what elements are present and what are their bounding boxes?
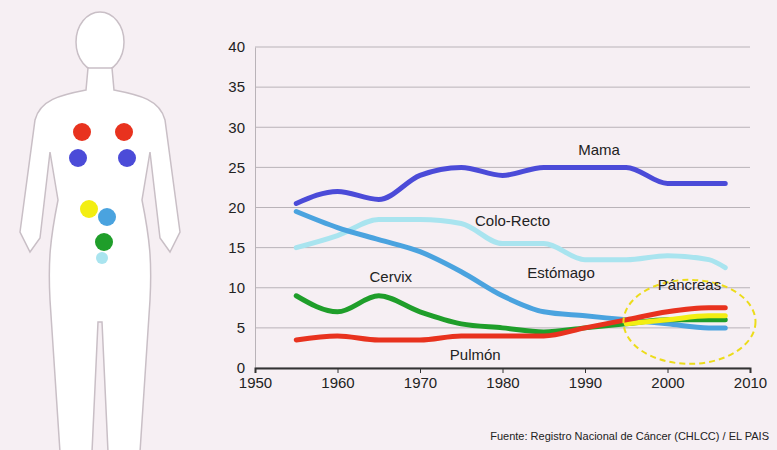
x-tick-mark (668, 368, 669, 373)
series-label: Mama (578, 141, 620, 158)
series-line (296, 308, 725, 340)
x-tick-mark (585, 368, 586, 373)
series-label: Cervix (369, 268, 412, 285)
x-tick-mark (503, 368, 504, 373)
organ-dot (118, 149, 136, 167)
x-axis-line (256, 369, 751, 374)
organ-dot (115, 123, 133, 141)
x-axis: 1950 1960 1970 1980 1990 2000 2010 (239, 368, 767, 391)
lines (296, 167, 725, 340)
y-tick-label: 10 (228, 279, 245, 296)
grid-line (255, 127, 750, 128)
y-axis-line (255, 48, 256, 369)
y-tick-label: 35 (228, 78, 245, 95)
y-tick-label: 5 (237, 319, 245, 336)
x-tick: 1990 (569, 368, 602, 391)
y-tick-label: 30 (228, 119, 245, 136)
grid-line (255, 167, 750, 168)
series-label: Colo-Recto (475, 212, 550, 229)
x-tick-mark (255, 368, 256, 373)
organ-dot (95, 233, 113, 251)
x-tick-label: 1960 (321, 374, 354, 391)
y-tick: 25 (228, 159, 255, 176)
series-labels: Mama Colo-Recto Estómago Cervix Páncreas Pulm… (369, 141, 721, 363)
source: Fuente: Registro Nacional de Cáncer (CHL… (490, 430, 769, 442)
organ-dot (96, 252, 108, 264)
series-line (296, 167, 725, 203)
y-tick: 15 (228, 239, 255, 256)
y-tick: 10 (228, 279, 255, 296)
grid-line (255, 247, 750, 248)
body (20, 68, 180, 450)
x-tick-label: 1980 (486, 374, 519, 391)
y-tick: 30 (228, 119, 255, 136)
x-tick: 1950 (239, 368, 272, 391)
head (76, 12, 124, 72)
x-tick-mark (338, 368, 339, 373)
organ-dot (69, 149, 87, 167)
x-tick-label: 2000 (651, 374, 684, 391)
y-tick-label: 25 (228, 159, 245, 176)
silhouette (20, 12, 180, 450)
x-tick: 2000 (651, 368, 684, 391)
chart: 0510152025303540195019601970198019902000… (0, 0, 777, 450)
grid-line (255, 207, 750, 208)
x-tick: 1980 (486, 368, 519, 391)
y-tick: 40 (228, 38, 255, 55)
y-tick: 35 (228, 78, 255, 95)
x-tick: 1970 (404, 368, 437, 391)
series-label: Estómago (527, 264, 595, 281)
y-axis: 0510152025303540 (228, 38, 255, 376)
x-tick-label: 1990 (569, 374, 602, 391)
x-tick-mark (750, 368, 751, 373)
organ-dot (98, 208, 116, 226)
series-label: Pulmón (450, 346, 501, 363)
y-tick-label: 15 (228, 239, 245, 256)
grid-line (255, 47, 750, 48)
grid (255, 47, 750, 368)
x-tick: 2010 (734, 368, 767, 391)
grid-line (255, 87, 750, 88)
y-tick: 20 (228, 199, 255, 216)
x-tick: 1960 (321, 368, 354, 391)
x-tick-label: 1950 (239, 374, 272, 391)
series-label: Páncreas (658, 276, 721, 293)
x-tick-label: 1970 (404, 374, 437, 391)
y-tick: 5 (237, 319, 255, 336)
y-tick-label: 40 (228, 38, 245, 55)
x-tick-label: 2010 (734, 374, 767, 391)
y-tick-label: 20 (228, 199, 245, 216)
organ-dot (73, 123, 91, 141)
organ-dot (80, 200, 98, 218)
x-tick-mark (420, 368, 421, 373)
